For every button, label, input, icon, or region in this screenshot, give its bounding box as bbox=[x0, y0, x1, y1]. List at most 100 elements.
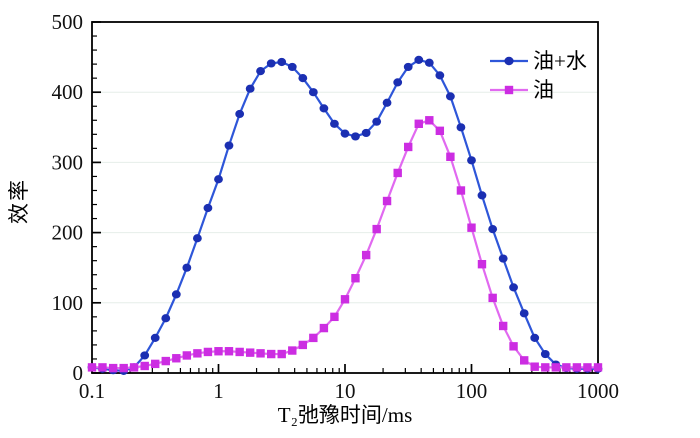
data-point bbox=[298, 340, 308, 350]
data-point bbox=[266, 59, 276, 68]
data-point bbox=[393, 78, 403, 87]
data-point bbox=[277, 57, 287, 67]
data-point bbox=[193, 349, 202, 358]
data-point bbox=[182, 351, 192, 360]
x-tick-label: 1 bbox=[213, 379, 224, 403]
data-point bbox=[140, 351, 150, 360]
y-tick-label: 400 bbox=[52, 80, 84, 104]
data-point bbox=[488, 224, 498, 234]
data-point bbox=[192, 234, 202, 243]
data-point bbox=[467, 156, 476, 165]
data-point bbox=[182, 263, 192, 272]
data-point bbox=[456, 186, 466, 195]
data-point bbox=[256, 349, 265, 358]
data-point bbox=[583, 363, 592, 372]
plot-frame bbox=[91, 21, 599, 374]
data-point bbox=[467, 223, 476, 232]
series-line bbox=[91, 58, 598, 372]
data-point bbox=[541, 363, 550, 372]
data-point bbox=[340, 129, 350, 138]
data-point bbox=[435, 71, 445, 80]
y-tick-label: 100 bbox=[52, 291, 84, 315]
y-tick-label: 300 bbox=[52, 150, 84, 174]
data-point bbox=[488, 293, 497, 303]
data-point bbox=[509, 342, 518, 351]
data-point bbox=[530, 362, 539, 371]
data-point bbox=[150, 333, 160, 342]
y-tick-label: 500 bbox=[52, 10, 84, 34]
data-point bbox=[509, 283, 518, 292]
data-point bbox=[498, 254, 508, 263]
data-point bbox=[214, 347, 223, 356]
data-point bbox=[477, 191, 487, 200]
data-point bbox=[382, 98, 392, 107]
data-point bbox=[551, 363, 561, 372]
data-point bbox=[308, 88, 318, 97]
data-point bbox=[498, 321, 508, 331]
data-point bbox=[351, 274, 360, 283]
data-point bbox=[361, 250, 371, 260]
data-point bbox=[562, 363, 571, 372]
data-point bbox=[309, 333, 318, 343]
x-tick-label: 0.1 bbox=[79, 379, 105, 403]
data-point bbox=[445, 92, 455, 101]
data-point bbox=[161, 314, 171, 323]
x-tick-label: 10 bbox=[335, 379, 356, 403]
data-point bbox=[172, 354, 181, 363]
data-point bbox=[235, 109, 245, 119]
oil-water-line-marker-swatch bbox=[490, 56, 528, 66]
data-point bbox=[456, 123, 466, 132]
series-line bbox=[92, 119, 598, 370]
legend-item-oil-water: 油+水 bbox=[489, 49, 587, 73]
data-point bbox=[214, 175, 223, 184]
data-point bbox=[403, 62, 413, 72]
data-point bbox=[340, 295, 350, 304]
data-point bbox=[151, 359, 160, 369]
data-point bbox=[540, 349, 550, 359]
y-axis-title: 效率 bbox=[7, 178, 31, 224]
data-point bbox=[87, 363, 97, 372]
data-point bbox=[425, 116, 434, 125]
data-point bbox=[288, 346, 297, 355]
data-point bbox=[287, 62, 297, 72]
data-point bbox=[298, 74, 308, 83]
data-point bbox=[361, 128, 371, 138]
data-point bbox=[224, 141, 234, 150]
data-point bbox=[203, 347, 213, 357]
series-oil bbox=[87, 116, 603, 373]
data-point bbox=[393, 168, 402, 178]
data-point bbox=[319, 104, 329, 113]
data-point bbox=[477, 259, 487, 269]
x-axis-title: T₂弛豫时间/ms bbox=[277, 403, 413, 427]
legend-label-oil-water: 油+水 bbox=[533, 49, 587, 73]
data-point bbox=[108, 363, 118, 373]
data-point bbox=[351, 132, 360, 141]
data-point bbox=[372, 224, 381, 234]
legend: 油+水 油 bbox=[489, 49, 587, 102]
legend-item-oil: 油 bbox=[489, 78, 587, 102]
data-point bbox=[382, 196, 392, 206]
data-point bbox=[520, 356, 529, 365]
data-point bbox=[140, 361, 149, 371]
data-point bbox=[171, 290, 181, 299]
data-point bbox=[161, 356, 170, 366]
legend-label-oil: 油 bbox=[533, 78, 554, 102]
data-point bbox=[330, 119, 339, 128]
data-point bbox=[224, 347, 234, 356]
data-point bbox=[446, 152, 455, 161]
data-point bbox=[267, 349, 276, 359]
data-point bbox=[319, 323, 329, 333]
data-point bbox=[572, 363, 582, 372]
y-tick-label: 200 bbox=[52, 221, 84, 245]
data-point bbox=[330, 312, 339, 322]
y-tick-label: 0 bbox=[73, 361, 84, 385]
data-point bbox=[119, 363, 128, 373]
data-point bbox=[256, 67, 265, 76]
data-point bbox=[129, 363, 139, 372]
data-point bbox=[98, 363, 107, 372]
data-point bbox=[593, 363, 603, 372]
data-point bbox=[245, 348, 255, 357]
data-point bbox=[245, 84, 255, 93]
